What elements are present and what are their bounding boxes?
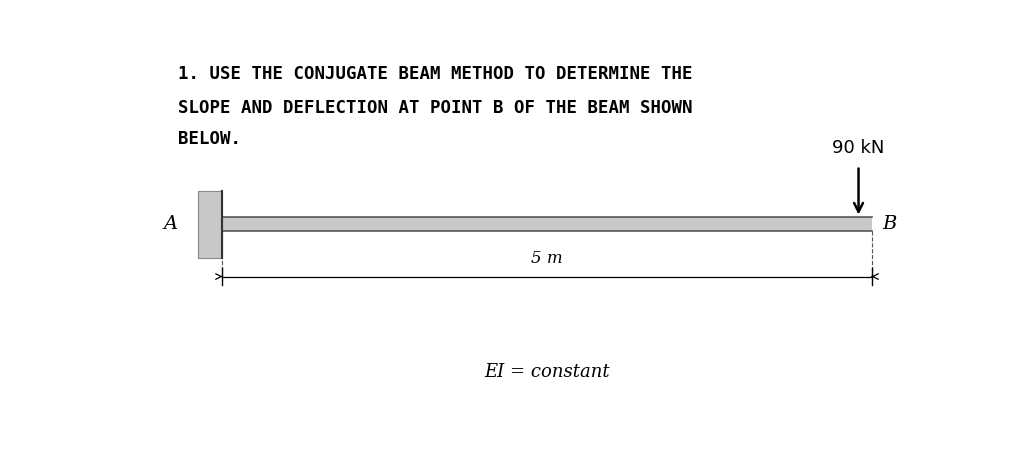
Text: A: A <box>164 215 178 233</box>
Text: BELOW.: BELOW. <box>178 131 240 149</box>
Bar <box>222 218 872 231</box>
Text: EI = constant: EI = constant <box>484 362 610 381</box>
Text: B: B <box>882 215 896 233</box>
Text: 5 m: 5 m <box>531 250 563 267</box>
Text: 90 kN: 90 kN <box>832 139 885 157</box>
Text: 1. USE THE CONJUGATE BEAM METHOD TO DETERMINE THE: 1. USE THE CONJUGATE BEAM METHOD TO DETE… <box>178 65 692 83</box>
Text: SLOPE AND DEFLECTION AT POINT B OF THE BEAM SHOWN: SLOPE AND DEFLECTION AT POINT B OF THE B… <box>178 99 692 117</box>
Bar <box>198 191 222 258</box>
